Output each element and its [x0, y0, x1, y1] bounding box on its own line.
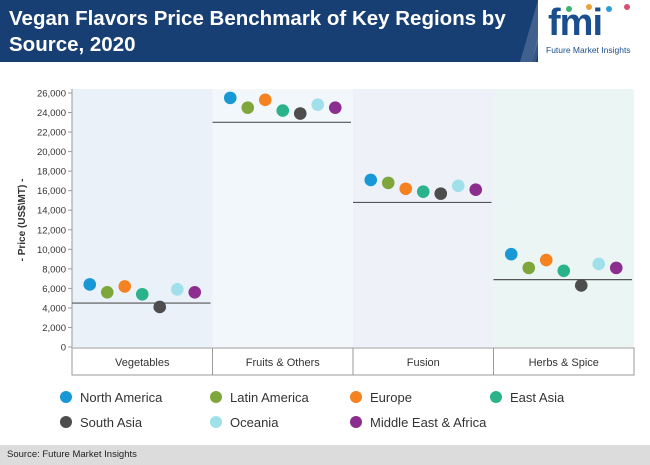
x-category-label: Fusion — [407, 357, 440, 369]
category-panel-3 — [493, 89, 634, 347]
data-point — [451, 179, 465, 193]
legend-marker — [210, 416, 222, 428]
y-tick-label: 24,000 — [37, 108, 66, 119]
y-tick-label: 6,000 — [42, 284, 66, 295]
logo: fmi Future Market Insights — [538, 0, 650, 62]
y-axis-title: - Price (US$\MT) - — [17, 179, 28, 262]
legend-item: Latin America — [210, 390, 309, 405]
x-category-label: Fruits & Others — [246, 357, 320, 369]
data-point — [83, 278, 97, 291]
data-point — [241, 101, 255, 114]
x-category-label: Vegetables — [115, 357, 170, 369]
page-title: Vegan Flavors Price Benchmark of Key Reg… — [9, 7, 506, 56]
y-tick-label: 8,000 — [42, 264, 66, 275]
legend-marker — [60, 391, 72, 403]
y-tick-label: 26,000 — [37, 89, 66, 100]
legend-label: North America — [80, 390, 163, 405]
legend-marker — [350, 391, 362, 403]
data-point — [364, 173, 378, 187]
legend-item: Europe — [350, 390, 412, 405]
data-point — [539, 253, 553, 267]
legend-marker — [490, 391, 502, 403]
logo-dot-4 — [624, 4, 630, 10]
data-point — [135, 287, 149, 301]
legend-item: Oceania — [210, 415, 278, 430]
legend-marker — [210, 391, 222, 403]
data-point — [504, 247, 518, 261]
data-point — [609, 261, 623, 275]
y-tick-label: 0 — [61, 343, 66, 354]
legend-item: South Asia — [60, 415, 142, 430]
source-note: Source: Future Market Insights — [7, 449, 137, 460]
data-point — [258, 93, 272, 107]
logo-tagline: Future Market Insights — [546, 45, 631, 55]
data-point — [328, 101, 342, 114]
legend-label: Latin America — [230, 390, 309, 405]
category-panel-0 — [72, 89, 213, 347]
data-point — [170, 283, 184, 296]
logo-mark: fmi — [548, 2, 603, 44]
header-banner: Vegan Flavors Price Benchmark of Key Reg… — [0, 0, 650, 62]
legend-item: North America — [60, 390, 162, 405]
y-tick-label: 14,000 — [37, 206, 66, 217]
data-point — [188, 285, 202, 299]
footer-bar: Source: Future Market Insights — [0, 445, 650, 465]
legend-label: Europe — [370, 390, 412, 405]
data-point — [100, 285, 114, 299]
legend-item: Middle East & Africa — [350, 415, 486, 430]
data-point — [416, 185, 430, 198]
legend-item: East Asia — [490, 390, 564, 405]
legend-label: South Asia — [80, 415, 143, 430]
price-benchmark-chart: 0 2,000 4,000 6,000 8,000 10,000 12,000 14,000 1… — [17, 89, 635, 376]
legend-marker — [60, 416, 72, 428]
logo-dot-1 — [566, 6, 572, 12]
y-tick-label: 22,000 — [37, 128, 66, 139]
category-panel-2 — [353, 89, 494, 347]
x-category-label: Herbs & Spice — [529, 357, 599, 369]
data-point — [381, 176, 395, 190]
y-tick-label: 18,000 — [37, 167, 66, 178]
data-point — [592, 257, 606, 271]
y-tick-label: 12,000 — [37, 225, 66, 236]
y-tick-label: 20,000 — [37, 147, 66, 158]
data-point — [118, 280, 132, 293]
data-point — [469, 183, 483, 197]
data-point — [223, 91, 237, 105]
logo-dot-2 — [586, 4, 592, 10]
y-tick-label: 2,000 — [42, 323, 66, 334]
data-point — [574, 279, 588, 292]
data-point — [311, 98, 325, 112]
y-tick-label: 16,000 — [37, 186, 66, 197]
data-point — [293, 107, 307, 120]
legend-label: East Asia — [510, 390, 565, 405]
legend-label: Oceania — [230, 415, 279, 430]
category-panel-1 — [212, 89, 353, 347]
data-point — [557, 264, 571, 278]
data-point — [434, 187, 448, 200]
data-point — [522, 261, 536, 275]
data-point — [276, 104, 290, 117]
data-point — [399, 182, 413, 196]
legend-marker — [350, 416, 362, 428]
y-tick-label: 4,000 — [42, 303, 66, 314]
data-point — [153, 300, 167, 314]
logo-dot-3 — [606, 6, 612, 12]
legend-label: Middle East & Africa — [370, 415, 487, 430]
y-tick-label: 10,000 — [37, 245, 66, 256]
